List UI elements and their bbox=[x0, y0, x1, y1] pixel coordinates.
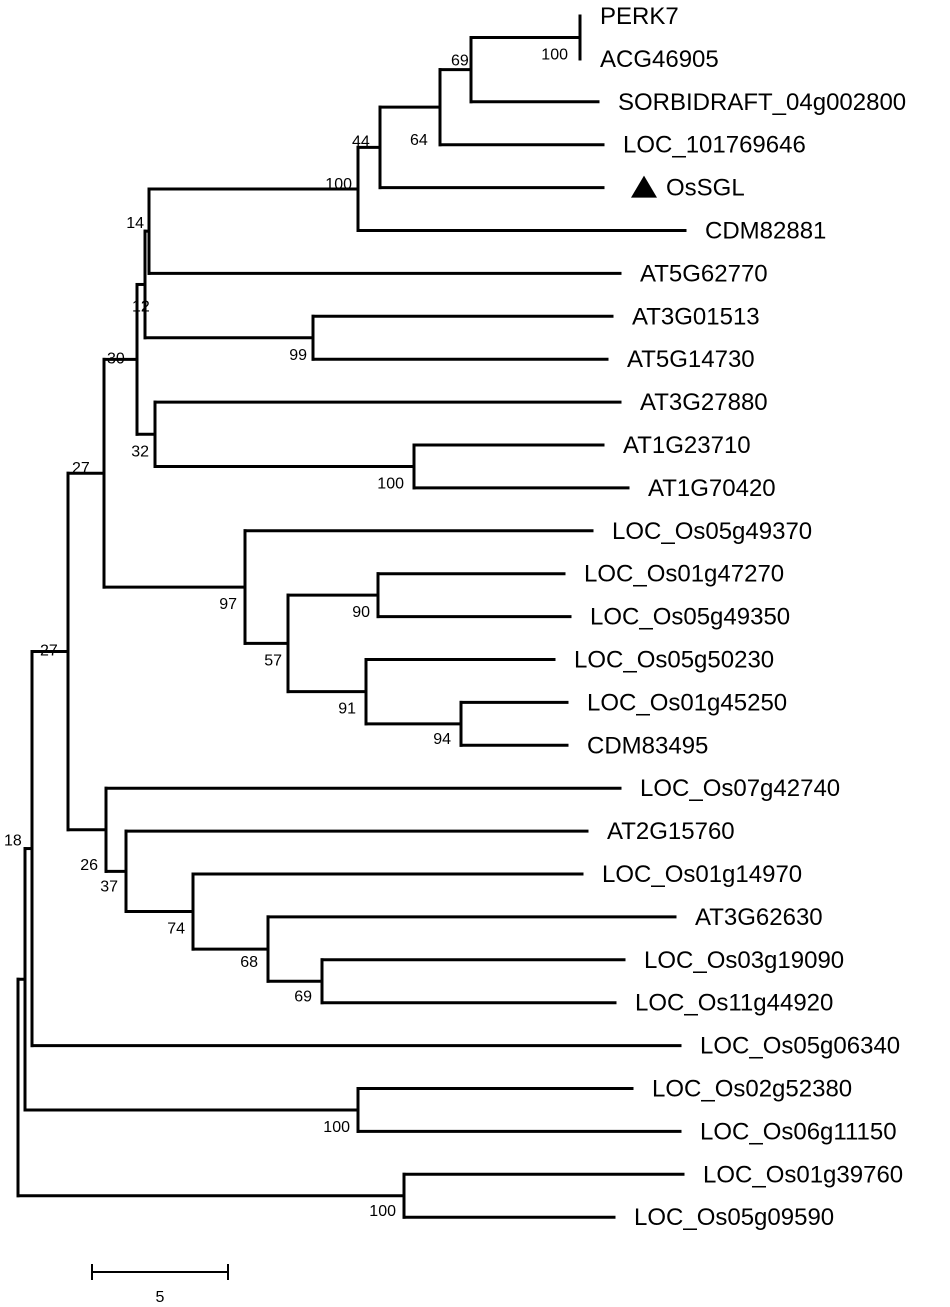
leaf-label-os02g52380: LOC_Os02g52380 bbox=[652, 1076, 852, 1103]
leaf-labels: PERK7 ACG46905 SORBIDRAFT_04g002800 LOC_101… bbox=[574, 3, 906, 1231]
bootstrap-value: 99 bbox=[289, 347, 307, 364]
bootstrap-value: 100 bbox=[323, 1119, 350, 1136]
bootstrap-value: 26 bbox=[80, 857, 98, 874]
leaf-label-at1g23710: AT1G23710 bbox=[623, 432, 751, 459]
bootstrap-value: 44 bbox=[352, 133, 370, 150]
leaf-label-at5g14730: AT5G14730 bbox=[627, 346, 755, 373]
bootstrap-value: 27 bbox=[40, 642, 58, 659]
bootstrap-value: 100 bbox=[325, 176, 352, 193]
bootstrap-value: 100 bbox=[369, 1203, 396, 1220]
leaf-label-at3g62630: AT3G62630 bbox=[695, 904, 823, 931]
leaf-label-loc101769646: LOC_101769646 bbox=[623, 132, 806, 159]
bootstrap-value: 69 bbox=[294, 988, 312, 1005]
bootstrap-value: 100 bbox=[377, 475, 404, 492]
leaf-label-cdm82881: CDM82881 bbox=[705, 218, 826, 245]
bootstrap-value: 94 bbox=[433, 731, 451, 748]
bootstrap-value: 12 bbox=[132, 298, 150, 315]
leaf-label-perk7: PERK7 bbox=[600, 3, 679, 30]
leaf-label-sorbidraft: SORBIDRAFT_04g002800 bbox=[618, 89, 906, 116]
leaf-label-at3g27880: AT3G27880 bbox=[640, 389, 768, 416]
bootstrap-value: 68 bbox=[240, 954, 258, 971]
bootstrap-value: 74 bbox=[167, 921, 185, 938]
leaf-label-os06g11150: LOC_Os06g11150 bbox=[700, 1118, 897, 1145]
leaf-label-os01g45250: LOC_Os01g45250 bbox=[587, 689, 787, 716]
bootstrap-value: 30 bbox=[107, 350, 125, 367]
bootstrap-value: 64 bbox=[410, 132, 428, 149]
leaf-label-acg46905: ACG46905 bbox=[600, 46, 719, 73]
leaf-label-at1g70420: AT1G70420 bbox=[648, 475, 776, 502]
leaf-label-at3g01513: AT3G01513 bbox=[632, 303, 760, 330]
bootstrap-value: 32 bbox=[131, 443, 149, 460]
leaf-label-cdm83495: CDM83495 bbox=[587, 732, 708, 759]
leaf-label-os05g49370: LOC_Os05g49370 bbox=[612, 518, 812, 545]
leaf-label-os01g14970: LOC_Os01g14970 bbox=[602, 861, 802, 888]
bootstrap-value: 100 bbox=[541, 46, 568, 63]
bootstrap-value: 90 bbox=[352, 604, 370, 621]
leaf-label-os05g06340: LOC_Os05g06340 bbox=[700, 1033, 900, 1060]
leaf-label-os03g19090: LOC_Os03g19090 bbox=[644, 947, 844, 974]
bootstrap-value: 91 bbox=[338, 701, 356, 718]
bootstrap-value: 27 bbox=[72, 460, 90, 477]
bootstrap-value: 18 bbox=[4, 833, 22, 850]
scale-bar: 5 bbox=[91, 1264, 229, 1306]
bootstrap-value: 97 bbox=[219, 596, 237, 613]
tree-branches bbox=[16, 14, 687, 1219]
leaf-label-ossgl: OsSGL bbox=[666, 175, 745, 202]
leaf-label-os01g47270: LOC_Os01g47270 bbox=[584, 561, 784, 588]
scale-bar-label: 5 bbox=[156, 1289, 165, 1306]
bootstrap-value: 14 bbox=[126, 215, 144, 232]
leaf-label-os05g50230: LOC_Os05g50230 bbox=[574, 647, 774, 674]
bootstrap-value: 57 bbox=[264, 652, 282, 669]
bootstrap-value: 37 bbox=[100, 878, 118, 895]
leaf-label-os11g44920: LOC_Os11g44920 bbox=[635, 990, 833, 1017]
leaf-label-at2g15760: AT2G15760 bbox=[607, 818, 735, 845]
leaf-label-os05g09590: LOC_Os05g09590 bbox=[634, 1204, 834, 1231]
leaf-label-os05g49350: LOC_Os05g49350 bbox=[590, 604, 790, 631]
bootstrap-value: 69 bbox=[451, 53, 469, 70]
leaf-label-at5g62770: AT5G62770 bbox=[640, 260, 768, 287]
bootstrap-values: 100 69 64 44 100 14 99 12 100 32 30 90 94 91 57 97 27 69 6… bbox=[4, 46, 568, 1219]
leaf-label-os01g39760: LOC_Os01g39760 bbox=[703, 1161, 903, 1188]
leaf-label-os07g42740: LOC_Os07g42740 bbox=[640, 775, 840, 802]
triangle-marker-icon bbox=[631, 175, 657, 198]
